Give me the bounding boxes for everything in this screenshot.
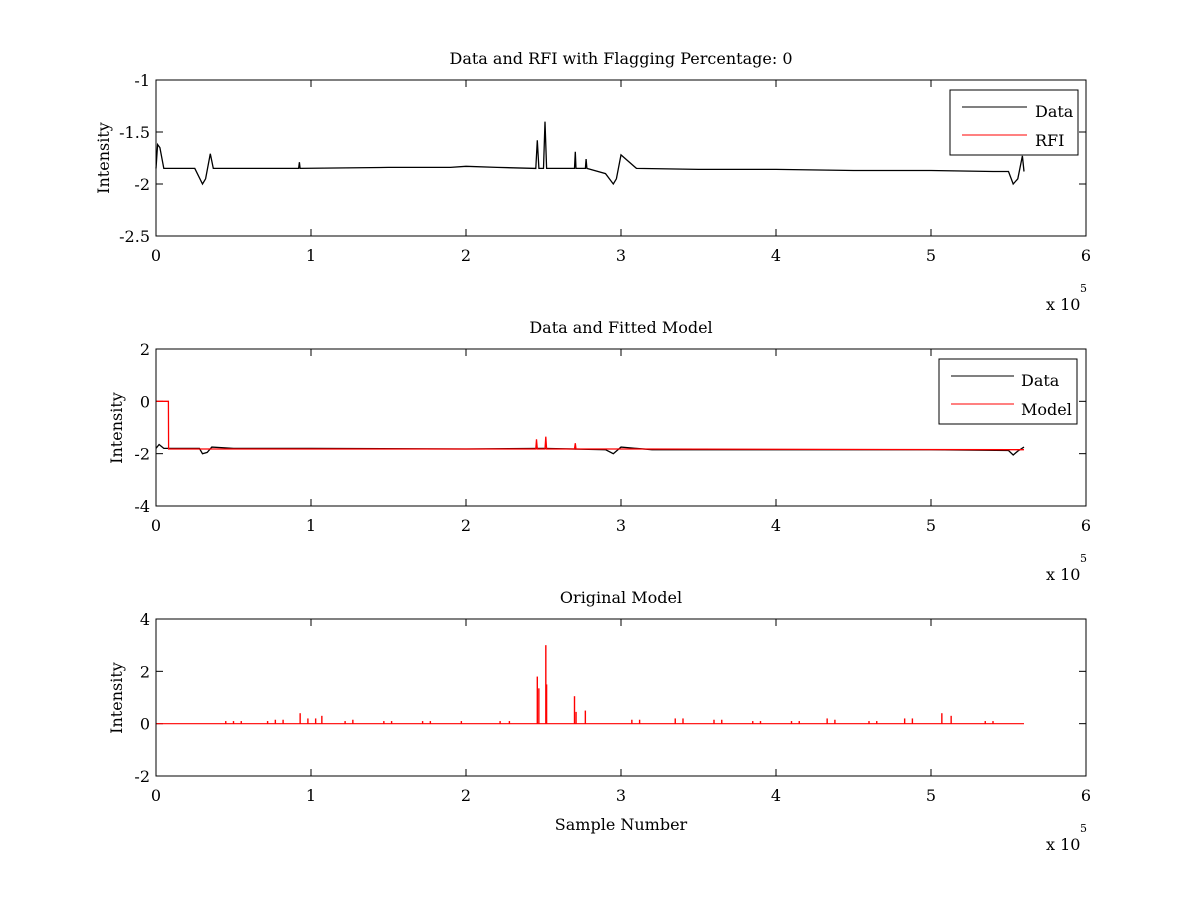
subplot-2-legend-model-label: Model xyxy=(1021,400,1072,419)
subplot-3-ylabel: Intensity xyxy=(107,662,126,734)
subplot-1-legend-rfi-label: RFI xyxy=(1035,131,1064,150)
y-tick-label: 4 xyxy=(140,610,150,629)
subplot-3-title: Original Model xyxy=(560,588,682,607)
y-tick-label: 0 xyxy=(140,392,150,411)
y-tick-label: -2 xyxy=(134,767,150,786)
subplot-2-axes-box xyxy=(155,348,1087,507)
subplot-2: Data and Fitted Model Intensity 0 1 2 3 4 5 6 -… xyxy=(107,318,1091,584)
x-tick-label: 5 xyxy=(926,516,936,535)
subplot-2-x-multiplier: x 10 xyxy=(1046,565,1080,584)
x-tick-label: 2 xyxy=(461,516,471,535)
subplot-2-legend-box xyxy=(938,358,1078,425)
subplot-2-plot-area xyxy=(155,400,1025,456)
subplot-3-x-multiplier-exponent: 5 xyxy=(1080,822,1087,835)
y-tick-label: 2 xyxy=(140,662,150,681)
subplot-1-ylabel: Intensity xyxy=(94,122,113,194)
x-tick-label: 5 xyxy=(926,246,936,265)
x-tick-label: 4 xyxy=(771,786,781,805)
subplot-1-x-multiplier-exponent: 5 xyxy=(1080,282,1087,295)
y-tick-label: -2 xyxy=(134,445,150,464)
y-tick-label: -1 xyxy=(134,71,150,90)
subplot-2-legend: Data Model xyxy=(938,358,1078,425)
x-tick-label: 6 xyxy=(1081,516,1091,535)
subplot-1-axes-box xyxy=(155,79,1087,237)
x-tick-label: 5 xyxy=(926,786,936,805)
x-tick-label: 1 xyxy=(306,516,316,535)
series-line-data xyxy=(155,121,1025,186)
x-tick-label: 2 xyxy=(461,786,471,805)
subplot-2-legend-data-label: Data xyxy=(1021,371,1060,390)
x-tick-label: 0 xyxy=(151,246,161,265)
x-tick-label: 6 xyxy=(1081,246,1091,265)
x-tick-label: 1 xyxy=(306,246,316,265)
subplot-1-legend-data-label: Data xyxy=(1035,102,1074,121)
subplot-1-legend-box xyxy=(949,89,1079,156)
subplot-2-ticks: 0 1 2 3 4 5 6 -4 -2 0 2 xyxy=(134,340,1091,535)
y-tick-label: -2 xyxy=(134,175,150,194)
subplot-1-title: Data and RFI with Flagging Percentage: 0 xyxy=(449,49,792,68)
series-line-model xyxy=(156,400,1025,451)
x-tick-label: 2 xyxy=(461,246,471,265)
x-tick-label: 3 xyxy=(616,786,626,805)
subplot-1-x-multiplier: x 10 xyxy=(1046,295,1080,314)
x-tick-label: 4 xyxy=(771,516,781,535)
x-tick-label: 0 xyxy=(151,786,161,805)
subplot-2-x-multiplier-exponent: 5 xyxy=(1080,552,1087,565)
subplot-2-ylabel: Intensity xyxy=(107,392,126,464)
x-tick-label: 4 xyxy=(771,246,781,265)
subplot-3-axes-box xyxy=(155,618,1087,777)
x-tick-label: 3 xyxy=(616,516,626,535)
x-tick-label: 1 xyxy=(306,786,316,805)
subplot-3-x-multiplier: x 10 xyxy=(1046,835,1080,854)
y-tick-label: -2.5 xyxy=(119,227,150,246)
subplot-3-xlabel: Sample Number xyxy=(555,815,688,834)
subplot-1: Data and RFI with Flagging Percentage: 0… xyxy=(94,49,1091,314)
x-tick-label: 0 xyxy=(151,516,161,535)
x-tick-label: 3 xyxy=(616,246,626,265)
x-tick-label: 6 xyxy=(1081,786,1091,805)
subplot-3-plot-area xyxy=(156,645,1024,725)
y-tick-label: 2 xyxy=(140,340,150,359)
subplot-1-legend: Data RFI xyxy=(949,89,1079,156)
subplot-1-plot-area xyxy=(155,121,1025,186)
y-tick-label: -1.5 xyxy=(119,123,150,142)
subplot-2-title: Data and Fitted Model xyxy=(529,318,712,337)
y-tick-label: 0 xyxy=(140,715,150,734)
y-tick-label: -4 xyxy=(134,497,150,516)
